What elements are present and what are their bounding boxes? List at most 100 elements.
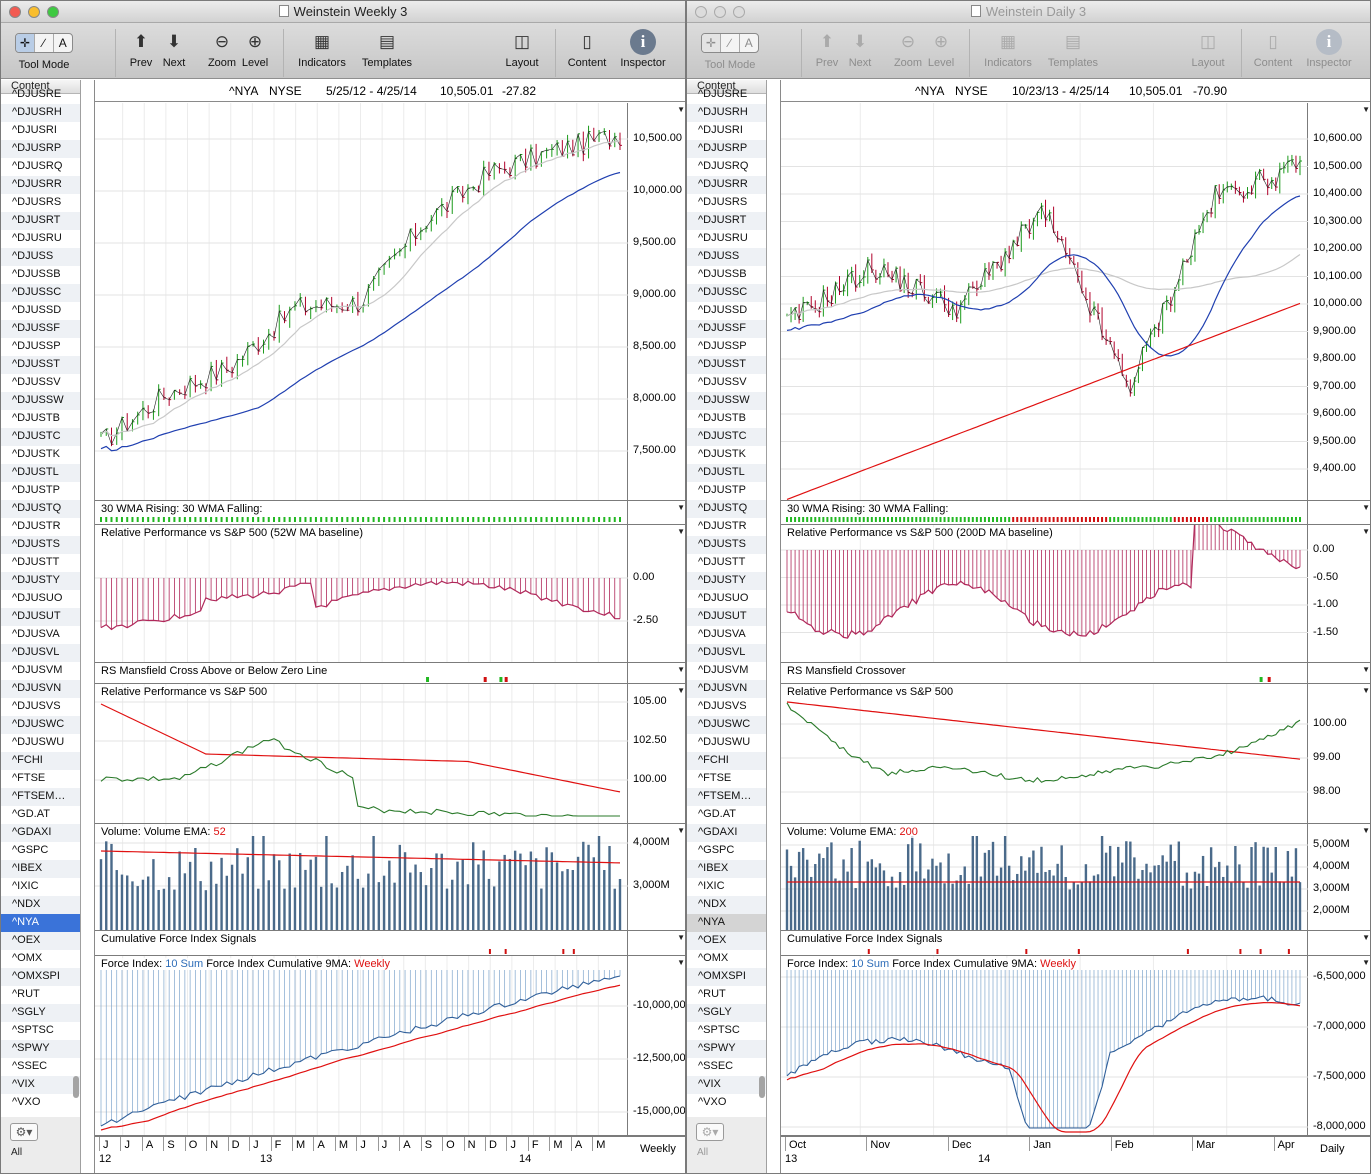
symbol-list-item[interactable]: ^DJUSRI [698, 124, 743, 136]
symbol-list-item[interactable]: ^DJUSRR [1, 176, 80, 194]
symbol-list-item[interactable]: ^DJUSSF [1, 320, 80, 338]
symbol-list-item[interactable]: ^DJUSRQ [698, 160, 749, 172]
symbol-list-item[interactable]: ^DJUSSV [698, 376, 747, 388]
force-plot[interactable] [781, 956, 1308, 1135]
sidebar-scrollbar[interactable] [73, 1076, 79, 1098]
symbol-list-item[interactable]: ^NYA [1, 914, 80, 932]
rscross-pane[interactable]: ▼ RS Mansfield Cross Above or Below Zero … [95, 663, 685, 684]
symbol-list-item[interactable]: ^SGLY [687, 1004, 766, 1022]
chart-area[interactable]: ^NYA NYSE 10/23/13 - 4/25/14 10,505.01 -… [780, 80, 1370, 1173]
inspector-button[interactable]: i Inspector [615, 27, 671, 69]
symbol-list-item[interactable]: ^DJUSTP [698, 484, 746, 496]
pane-menu-icon[interactable]: ▼ [677, 503, 685, 512]
symbol-list-item[interactable]: ^OEX [687, 932, 766, 950]
level-button[interactable]: ⊕ Level [239, 27, 271, 69]
symbol-list-item[interactable]: ^DJUSSW [1, 392, 80, 410]
tool-mode-control[interactable]: ✛ ∕ A Tool Mode [15, 27, 73, 71]
content-button[interactable]: ▯ Content [1249, 27, 1297, 69]
symbol-list-item[interactable]: ^DJUSSF [687, 320, 766, 338]
content-button[interactable]: ▯ Content [563, 27, 611, 69]
symbol-list-item[interactable]: ^DJUSTL [687, 464, 766, 482]
symbol-list-item[interactable]: ^GDAXI [687, 824, 766, 842]
rel-plot[interactable] [781, 684, 1308, 823]
symbol-list-item[interactable]: ^OMX [698, 952, 729, 964]
zoom-button[interactable] [47, 6, 59, 18]
symbol-list-item[interactable]: ^DJUSTS [687, 536, 766, 554]
rscross-pane[interactable]: ▼ RS Mansfield Crossover [781, 663, 1370, 684]
symbol-list-item[interactable]: ^DJUSST [687, 356, 766, 374]
symbol-list-item[interactable]: ^DJUSVS [698, 700, 747, 712]
symbol-list-item[interactable]: ^DJUSTT [698, 556, 746, 568]
zoom-button[interactable]: ⊖ Zoom [205, 27, 239, 69]
symbol-list-item[interactable]: ^DJUSTB [698, 412, 746, 424]
pane-menu-icon[interactable]: ▼ [677, 527, 685, 536]
text-tool-icon[interactable]: A [58, 36, 67, 50]
symbol-list-item[interactable]: ^FCHI [687, 752, 766, 770]
symbol-list-item[interactable]: ^OEX [1, 932, 80, 950]
zoom-button[interactable] [733, 6, 745, 18]
symbol-list-item[interactable]: ^DJUSRT [1, 212, 80, 230]
pane-menu-icon[interactable]: ▼ [677, 686, 685, 695]
symbol-list-item[interactable]: ^DJUSTK [12, 448, 60, 460]
symbol-list-item[interactable]: ^DJUSUT [1, 608, 80, 626]
force-plot[interactable] [95, 956, 628, 1135]
rscross-plot[interactable] [781, 663, 1308, 683]
vol-pane[interactable]: ▼ Volume: Volume EMA: 52 4,000M 3,000M [95, 824, 685, 931]
pane-menu-icon[interactable]: ▼ [677, 826, 685, 835]
symbol-list-item[interactable]: ^GSPC [698, 844, 735, 856]
symbol-list-item[interactable]: ^DJUSVN [1, 680, 80, 698]
symbol-list-item[interactable]: ^OMXSPI [1, 968, 80, 986]
period-label[interactable]: Daily [1320, 1143, 1345, 1155]
pane-menu-icon[interactable]: ▼ [1362, 105, 1370, 114]
symbol-list-item[interactable]: ^DJUSSC [1, 284, 80, 302]
symbol-list-item[interactable]: ^SPWY [1, 1040, 80, 1058]
rel-pane[interactable]: ▼ Relative Performance vs S&P 500 105.00 1… [95, 684, 685, 824]
symbol-list-item[interactable]: ^SGLY [1, 1004, 80, 1022]
symbol-list-item[interactable]: ^IBEX [687, 860, 766, 878]
symbol-list-item[interactable]: ^DJUSVL [687, 644, 766, 662]
wma-pane[interactable]: ▼ 30 WMA Rising: 30 WMA Falling: [781, 501, 1370, 525]
symbol-list-item[interactable]: ^DJUSVM [12, 664, 63, 676]
symbol-list-item[interactable]: ^DJUSVM [698, 664, 749, 676]
line-tool-icon[interactable]: ∕ [35, 34, 54, 52]
symbol-list-item[interactable]: ^DJUSSB [698, 268, 747, 280]
symbol-list-item[interactable]: ^DJUSVS [12, 700, 61, 712]
symbol-list-item[interactable]: ^DJUSVA [12, 628, 60, 640]
prev-button[interactable]: ⬆ Prev [813, 27, 841, 69]
price-plot[interactable] [781, 103, 1308, 500]
symbol-list-item[interactable]: ^DJUSTC [687, 428, 766, 446]
symbol-list-item[interactable]: ^NDX [1, 896, 80, 914]
symbol-list-item[interactable]: ^IXIC [698, 880, 725, 892]
symbol-list-item[interactable]: ^DJUSTT [12, 556, 60, 568]
symbol-list-item[interactable]: ^DJUSTC [1, 428, 80, 446]
cfi-plot[interactable] [781, 931, 1308, 955]
symbol-list-item[interactable]: ^FTSEM… [1, 788, 80, 806]
symbol-list-item[interactable]: ^VXO [12, 1096, 41, 1108]
period-label[interactable]: Weekly [640, 1143, 676, 1155]
symbol-list-item[interactable]: ^DJUSRS [698, 196, 748, 208]
indicators-button[interactable]: ▦ Indicators [979, 27, 1037, 69]
symbol-list-item[interactable]: ^GDAXI [1, 824, 80, 842]
symbol-list-item[interactable]: ^DJUSTY [1, 572, 80, 590]
symbol-list-item[interactable]: ^DJUSTP [12, 484, 60, 496]
symbol-list-item[interactable]: ^DJUSUO [12, 592, 63, 604]
crosshair-icon[interactable]: ✛ [16, 34, 35, 52]
symbol-list-item[interactable]: ^DJUSS [687, 248, 766, 266]
pane-menu-icon[interactable]: ▼ [1362, 826, 1370, 835]
symbol-list-item[interactable]: ^DJUSRR [687, 176, 766, 194]
minimize-button[interactable] [28, 6, 40, 18]
symbol-list-item[interactable]: ^DJUSSP [698, 340, 747, 352]
rsma-pane[interactable]: ▼ Relative Performance vs S&P 500 (52W MA… [95, 525, 685, 663]
symbol-list-item[interactable]: ^FTSE [698, 772, 732, 784]
symbol-list-item[interactable]: ^DJUSSP [12, 340, 61, 352]
text-tool-icon[interactable]: A [744, 36, 753, 50]
pane-menu-icon[interactable]: ▼ [677, 958, 685, 967]
symbol-list-item[interactable]: ^DJUSRE [698, 88, 748, 100]
pane-menu-icon[interactable]: ▼ [677, 105, 685, 114]
next-button[interactable]: ⬇ Next [159, 27, 189, 69]
prev-button[interactable]: ⬆ Prev [127, 27, 155, 69]
symbol-list-item[interactable]: ^GD.AT [698, 808, 736, 820]
symbol-list[interactable]: ^DJUSRE ^DJUSRH ^DJUSRI ^DJUSRP ^DJUSRQ ^DJUS… [1, 86, 80, 1109]
symbol-list[interactable]: ^DJUSRE ^DJUSRH ^DJUSRI ^DJUSRP ^DJUSRQ ^DJUS… [687, 86, 766, 1109]
gear-icon[interactable]: ⚙▾ [10, 1123, 38, 1141]
